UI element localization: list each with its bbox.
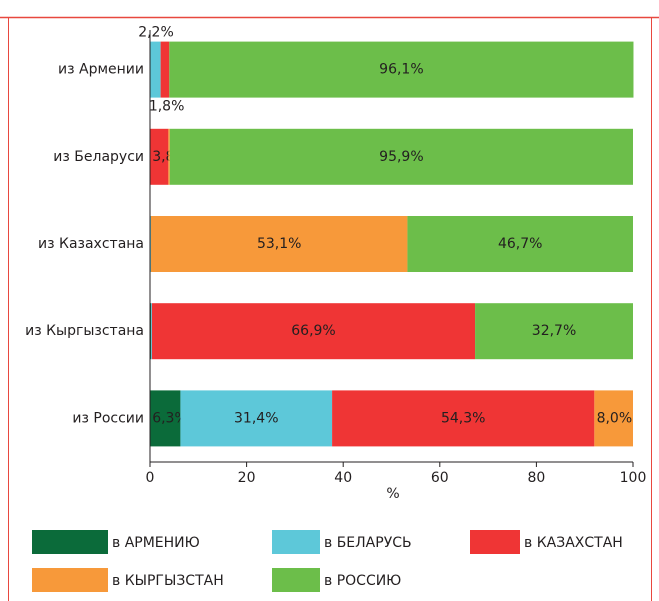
legend-label: в КЫРГЫЗСТАН xyxy=(112,573,224,589)
value-label: 66,9% xyxy=(291,323,335,339)
bar-segment xyxy=(150,216,408,272)
y-tick-label: из Кыргызстана xyxy=(25,323,144,339)
legend-label: в АРМЕНИЮ xyxy=(112,535,200,551)
value-label: 46,7% xyxy=(498,236,542,252)
legend-label: в РОССИЮ xyxy=(324,573,401,589)
x-tick-label: 0 xyxy=(146,470,155,486)
bar-segment xyxy=(150,303,152,360)
bar-segment xyxy=(160,41,170,98)
x-tick-label: 20 xyxy=(238,470,256,486)
value-label: 2,2% xyxy=(138,25,174,41)
bar-segment xyxy=(180,390,333,447)
bar-segment xyxy=(594,390,633,447)
legend-swatch xyxy=(32,568,108,592)
legend-label: в БЕЛАРУСЬ xyxy=(324,535,412,551)
bar-segment xyxy=(150,41,161,98)
x-tick-label: 60 xyxy=(431,470,449,486)
legend-swatch xyxy=(470,530,520,554)
y-tick-label: из Армении xyxy=(58,62,144,78)
legend-swatch xyxy=(272,568,320,592)
x-tick-label: 100 xyxy=(620,470,647,486)
bar-segment xyxy=(407,216,633,272)
value-label: 95,9% xyxy=(379,149,423,165)
value-label: 54,3% xyxy=(441,410,485,426)
value-label: 53,1% xyxy=(257,236,301,252)
bar-segment xyxy=(150,390,181,447)
bar-segment xyxy=(168,128,170,185)
bar-segment xyxy=(150,128,169,185)
bar-segment xyxy=(169,41,634,98)
value-label: 96,1% xyxy=(379,62,423,78)
value-label: 31,4% xyxy=(234,410,278,426)
legend-label: в КАЗАХСТАН xyxy=(524,535,623,551)
value-label: 6,3% xyxy=(152,410,188,426)
value-label: 32,7% xyxy=(532,323,576,339)
value-label: 1,8% xyxy=(149,99,185,115)
legend-swatch xyxy=(272,530,320,554)
bar-segment xyxy=(151,303,476,360)
y-tick-label: из России xyxy=(72,410,144,426)
x-tick-label: 40 xyxy=(334,470,352,486)
bar-segment xyxy=(475,303,633,360)
bar-segment xyxy=(169,128,634,185)
y-tick-label: из Беларуси xyxy=(53,149,144,165)
x-tick-label: 80 xyxy=(527,470,545,486)
bar-segment xyxy=(332,390,595,447)
legend-swatch xyxy=(32,530,108,554)
y-tick-label: из Казахстана xyxy=(38,236,144,252)
x-axis-label: % xyxy=(386,486,399,502)
value-label: 8,0% xyxy=(597,410,633,426)
